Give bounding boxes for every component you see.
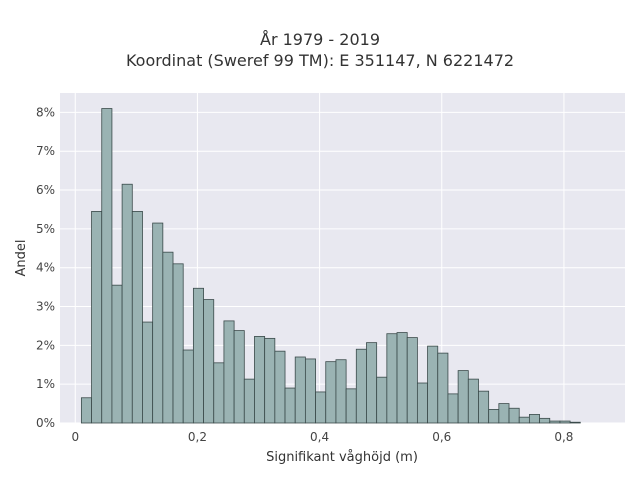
histogram-bar <box>549 420 561 424</box>
y-tick-label: 7% <box>36 144 55 158</box>
histogram-bar <box>406 337 418 424</box>
histogram-bar <box>416 382 428 424</box>
x-axis-label: Signifikant våghöjd (m) <box>266 450 418 465</box>
x-tick-label: 0,6 <box>432 430 451 444</box>
chart-subtitle: Koordinat (Sweref 99 TM): E 351147, N 62… <box>125 51 515 70</box>
histogram-bar <box>223 320 235 424</box>
histogram-bar <box>152 222 164 424</box>
histogram-bar <box>182 349 194 424</box>
histogram-bar <box>355 348 367 424</box>
histogram-bar <box>315 391 327 424</box>
y-tick-label: 6% <box>36 183 55 197</box>
y-tick-label: 3% <box>36 300 55 314</box>
histogram-bar <box>254 336 266 424</box>
y-tick-label: 4% <box>36 261 55 275</box>
histogram-bar <box>559 420 571 424</box>
histogram-bar <box>467 378 479 424</box>
histogram-bar <box>518 416 530 424</box>
histogram-bar <box>101 108 113 424</box>
x-tick-label: 0,2 <box>188 430 207 444</box>
histogram-bar <box>304 358 316 424</box>
histogram-bar <box>498 403 510 424</box>
histogram-bar <box>284 387 296 424</box>
y-tick-labels: 0% 1% 2% 3% 4% 5% 6% 7% 8% <box>36 105 55 430</box>
histogram-bar <box>488 409 500 424</box>
histogram-bar <box>437 352 449 424</box>
histogram-bar <box>376 376 388 424</box>
histogram-bar <box>345 388 357 424</box>
histogram-bar <box>427 345 439 424</box>
y-tick-label: 2% <box>36 338 55 352</box>
histogram-bar <box>131 211 143 424</box>
histogram-bar <box>569 421 581 424</box>
histogram-bar <box>264 337 276 424</box>
histogram-bar <box>192 287 204 424</box>
histogram-bar <box>203 299 215 424</box>
y-tick-label: 0% <box>36 416 55 430</box>
y-tick-label: 5% <box>36 222 55 236</box>
histogram-bar <box>233 330 245 424</box>
histogram-bar <box>478 390 490 424</box>
gridlines <box>60 93 625 424</box>
histogram-bar <box>111 284 123 424</box>
histogram-bar <box>142 321 154 424</box>
histogram-bar <box>80 397 92 424</box>
histogram-bar <box>213 362 225 424</box>
histogram-bar <box>172 263 184 424</box>
histogram-bar <box>335 359 347 424</box>
y-axis-label: Andel <box>14 240 29 277</box>
chart-title: År 1979 - 2019 <box>260 30 380 49</box>
histogram-bar <box>396 332 408 424</box>
histogram-bar <box>294 356 306 424</box>
histogram-bar <box>457 370 469 424</box>
x-tick-label: 0,8 <box>554 430 573 444</box>
histogram-bar <box>386 333 398 424</box>
bars <box>80 108 581 424</box>
y-tick-label: 1% <box>36 377 55 391</box>
histogram-bar <box>447 393 459 424</box>
x-tick-label: 0 <box>71 430 79 444</box>
y-tick-label: 8% <box>36 105 55 119</box>
histogram-bar <box>366 342 378 424</box>
histogram-bar <box>274 350 286 424</box>
histogram-bar <box>539 417 551 424</box>
x-tick-labels: 0 0,2 0,4 0,6 0,8 <box>71 430 573 444</box>
histogram-bar <box>243 378 255 424</box>
histogram-bar <box>508 407 520 424</box>
histogram-bar <box>162 251 174 424</box>
histogram-bar <box>91 211 103 424</box>
histogram-bar <box>325 361 337 424</box>
histogram-bar <box>121 183 133 424</box>
histogram-bar <box>528 414 540 424</box>
x-tick-label: 0,4 <box>310 430 329 444</box>
